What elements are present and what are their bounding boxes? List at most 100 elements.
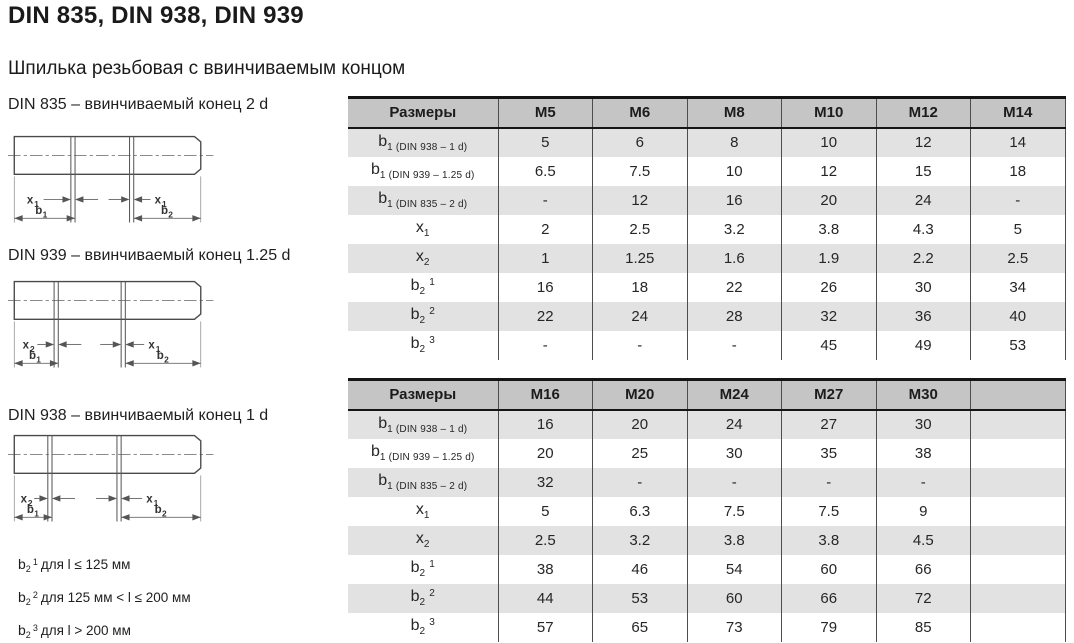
row-label: b23	[348, 330, 499, 360]
row-label-base: b	[410, 335, 420, 352]
value-cell: 38	[498, 554, 593, 584]
dim-label-x-left-sub: 2	[28, 498, 33, 508]
footnote-symbol-sub: 2	[25, 597, 31, 607]
value-cell: 1	[498, 243, 593, 273]
value-cell: 54	[687, 554, 782, 584]
table-row: b1 (DIN 939 – 1.25 d) 20 25 30 35 38	[348, 438, 1066, 468]
dim-label-x-right-sub: 1	[156, 344, 161, 354]
value-cell: 20	[498, 438, 593, 468]
row-label-sup: 3	[429, 617, 435, 628]
header-cell-size: M14	[970, 96, 1066, 129]
dim-label-b-right-sub: 2	[162, 508, 167, 518]
value-cell: 16	[498, 272, 593, 302]
header-cell-size: M24	[687, 378, 782, 411]
table-row: b1 (DIN 835 – 2 d) -12 16 20 24-	[348, 185, 1066, 215]
table-row: b1 (DIN 939 – 1.25 d) 6.5 7.5 10 12 15 18	[348, 156, 1066, 186]
value-cell: -	[498, 330, 593, 360]
row-label-sup: 2	[429, 588, 435, 599]
value-cell: 5	[498, 496, 593, 526]
value-cell: 22	[498, 301, 593, 331]
header-cell-size: M8	[687, 96, 782, 129]
din939-caption: DIN 939 – ввинчиваемый конец 1.25 d	[8, 247, 291, 264]
dim-label-x-left: x	[27, 195, 34, 207]
row-label-sub: 1 (DIN 938 – 1 d)	[387, 141, 468, 153]
row-label-base: b	[410, 306, 420, 323]
row-label-base: b	[378, 472, 388, 489]
value-cell: 24	[876, 185, 971, 215]
value-cell: 8	[687, 127, 782, 157]
value-cell: 4.5	[876, 525, 971, 555]
value-cell: 20	[781, 185, 877, 215]
table-row: b21 38 46 54 60 66	[348, 554, 1066, 584]
value-cell: 26	[781, 272, 877, 302]
value-cell: 6.5	[498, 156, 593, 186]
value-cell: 6	[592, 127, 688, 157]
value-cell	[970, 612, 1066, 642]
row-label: b1 (DIN 938 – 1 d)	[348, 409, 499, 439]
header-cell-size: M12	[876, 96, 971, 129]
value-cell: 4.3	[876, 214, 971, 244]
header-cell-size: M20	[592, 378, 688, 411]
value-cell: 3.2	[687, 214, 782, 244]
value-cell: 6.3	[592, 496, 688, 526]
dim-label-x-right: x	[155, 195, 162, 207]
value-cell: 16	[687, 185, 782, 215]
row-label-base: b	[370, 161, 380, 178]
value-cell: 18	[970, 156, 1066, 186]
value-cell: 7.5	[687, 496, 782, 526]
dim-label-b-right: b	[155, 504, 162, 516]
row-label: b22	[348, 583, 499, 613]
row-label: x1	[348, 214, 499, 244]
row-label-sub: 2	[419, 597, 426, 608]
row-label: x1	[348, 496, 499, 526]
value-cell: 5	[970, 214, 1066, 244]
value-cell: 3.2	[592, 525, 688, 555]
value-cell: 32	[498, 467, 593, 497]
value-cell: 3.8	[687, 525, 782, 555]
dim-label-b-left-sub: 1	[43, 209, 48, 219]
dim-label-x-left-sub: 1	[34, 199, 39, 209]
value-cell	[970, 583, 1066, 613]
dim-label-x-left-sub: 2	[30, 344, 35, 354]
footnote-symbol-sub: 2	[25, 630, 31, 640]
dim-label-b-right: b	[161, 205, 168, 217]
value-cell: 5	[498, 127, 593, 157]
value-cell: 15	[876, 156, 971, 186]
header-cell-size: M6	[592, 96, 688, 129]
value-cell: 9	[876, 496, 971, 526]
value-cell: 24	[592, 301, 688, 331]
table-row: b1 (DIN 938 – 1 d) 5 6 8 10 12 14	[348, 127, 1066, 157]
value-cell: 73	[687, 612, 782, 642]
table-row: x2 2.5 3.2 3.8 3.8 4.5	[348, 525, 1066, 555]
row-label: b1 (DIN 835 – 2 d)	[348, 185, 499, 215]
row-label-sup: 3	[429, 335, 435, 346]
value-cell: 46	[592, 554, 688, 584]
row-label-base: b	[370, 443, 380, 460]
value-cell: 53	[970, 330, 1066, 360]
row-label-sub: 1	[423, 510, 430, 521]
value-cell: 3.8	[781, 214, 877, 244]
value-cell: 44	[498, 583, 593, 613]
value-cell: -	[876, 467, 971, 497]
value-cell: 30	[687, 438, 782, 468]
value-cell: 3.8	[781, 525, 877, 555]
dim-label-x-left: x	[21, 494, 28, 506]
value-cell	[970, 525, 1066, 555]
table-row: b23- - -45 49 53	[348, 330, 1066, 360]
din938-drawing: x 2 x 1 b 1 b 2	[8, 434, 214, 522]
footnote-text: для l > 200 мм	[40, 623, 131, 638]
table-row: b22 22 24 28 32 36 40	[348, 301, 1066, 331]
page-title: DIN 835, DIN 938, DIN 939	[8, 2, 304, 29]
row-label-sub: 2	[419, 286, 426, 297]
value-cell: 16	[498, 409, 593, 439]
row-label-base: b	[378, 132, 388, 150]
row-label: x2	[348, 243, 499, 273]
row-label-sub: 1 (DIN 835 – 2 d)	[387, 481, 468, 492]
value-cell: 38	[876, 438, 971, 468]
value-cell: 1.9	[781, 243, 877, 273]
header-cell-size: M5	[498, 96, 593, 129]
row-label-sub: 2	[419, 344, 426, 355]
value-cell: 14	[970, 127, 1066, 157]
value-cell: 12	[876, 127, 971, 157]
